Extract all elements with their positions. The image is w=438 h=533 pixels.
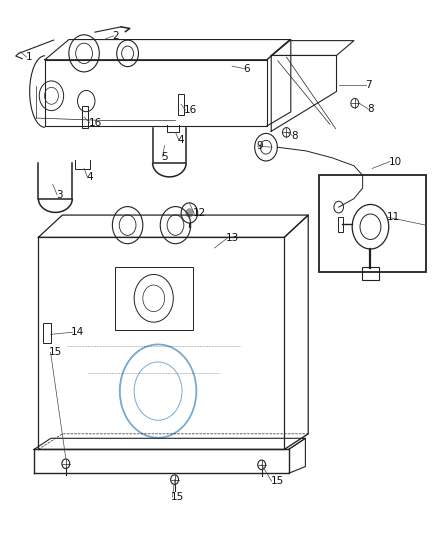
Text: 4: 4 (178, 135, 184, 146)
Text: 3: 3 (56, 190, 63, 200)
Text: 16: 16 (88, 118, 102, 128)
Text: 11: 11 (387, 212, 400, 222)
Text: 2: 2 (113, 31, 119, 41)
Bar (319, 175, 426, 272)
Text: 6: 6 (243, 64, 250, 74)
Text: 8: 8 (367, 104, 374, 114)
Text: 1: 1 (25, 52, 32, 62)
Bar (338, 217, 343, 232)
Bar (178, 94, 184, 115)
Text: 13: 13 (226, 233, 239, 244)
Text: 16: 16 (184, 105, 198, 115)
Bar (82, 107, 88, 127)
Text: 7: 7 (365, 79, 371, 90)
Text: 4: 4 (86, 172, 93, 182)
Text: 9: 9 (256, 141, 263, 151)
Text: 15: 15 (49, 348, 63, 358)
Text: 14: 14 (71, 327, 84, 337)
Text: 8: 8 (291, 131, 297, 141)
Text: 10: 10 (389, 157, 402, 166)
Text: 15: 15 (171, 492, 184, 502)
Bar (362, 266, 379, 280)
Text: 12: 12 (193, 208, 206, 219)
Bar (43, 323, 50, 343)
Circle shape (185, 208, 193, 217)
Text: 5: 5 (162, 152, 168, 161)
Text: 15: 15 (270, 477, 284, 486)
